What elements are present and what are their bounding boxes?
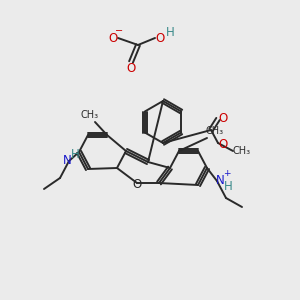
Text: N: N xyxy=(63,154,71,167)
Text: O: O xyxy=(155,32,165,44)
Text: O: O xyxy=(132,178,142,190)
Text: −: − xyxy=(115,26,123,36)
Text: H: H xyxy=(70,148,80,161)
Text: O: O xyxy=(126,62,136,76)
Text: O: O xyxy=(218,139,228,152)
Text: N: N xyxy=(216,175,224,188)
Text: CH₃: CH₃ xyxy=(233,146,251,156)
Text: O: O xyxy=(108,32,118,44)
Text: H: H xyxy=(166,26,174,40)
Text: O: O xyxy=(218,112,228,124)
Text: +: + xyxy=(223,169,231,178)
Text: CH₃: CH₃ xyxy=(81,110,99,120)
Text: CH₃: CH₃ xyxy=(206,126,224,136)
Text: H: H xyxy=(224,181,232,194)
